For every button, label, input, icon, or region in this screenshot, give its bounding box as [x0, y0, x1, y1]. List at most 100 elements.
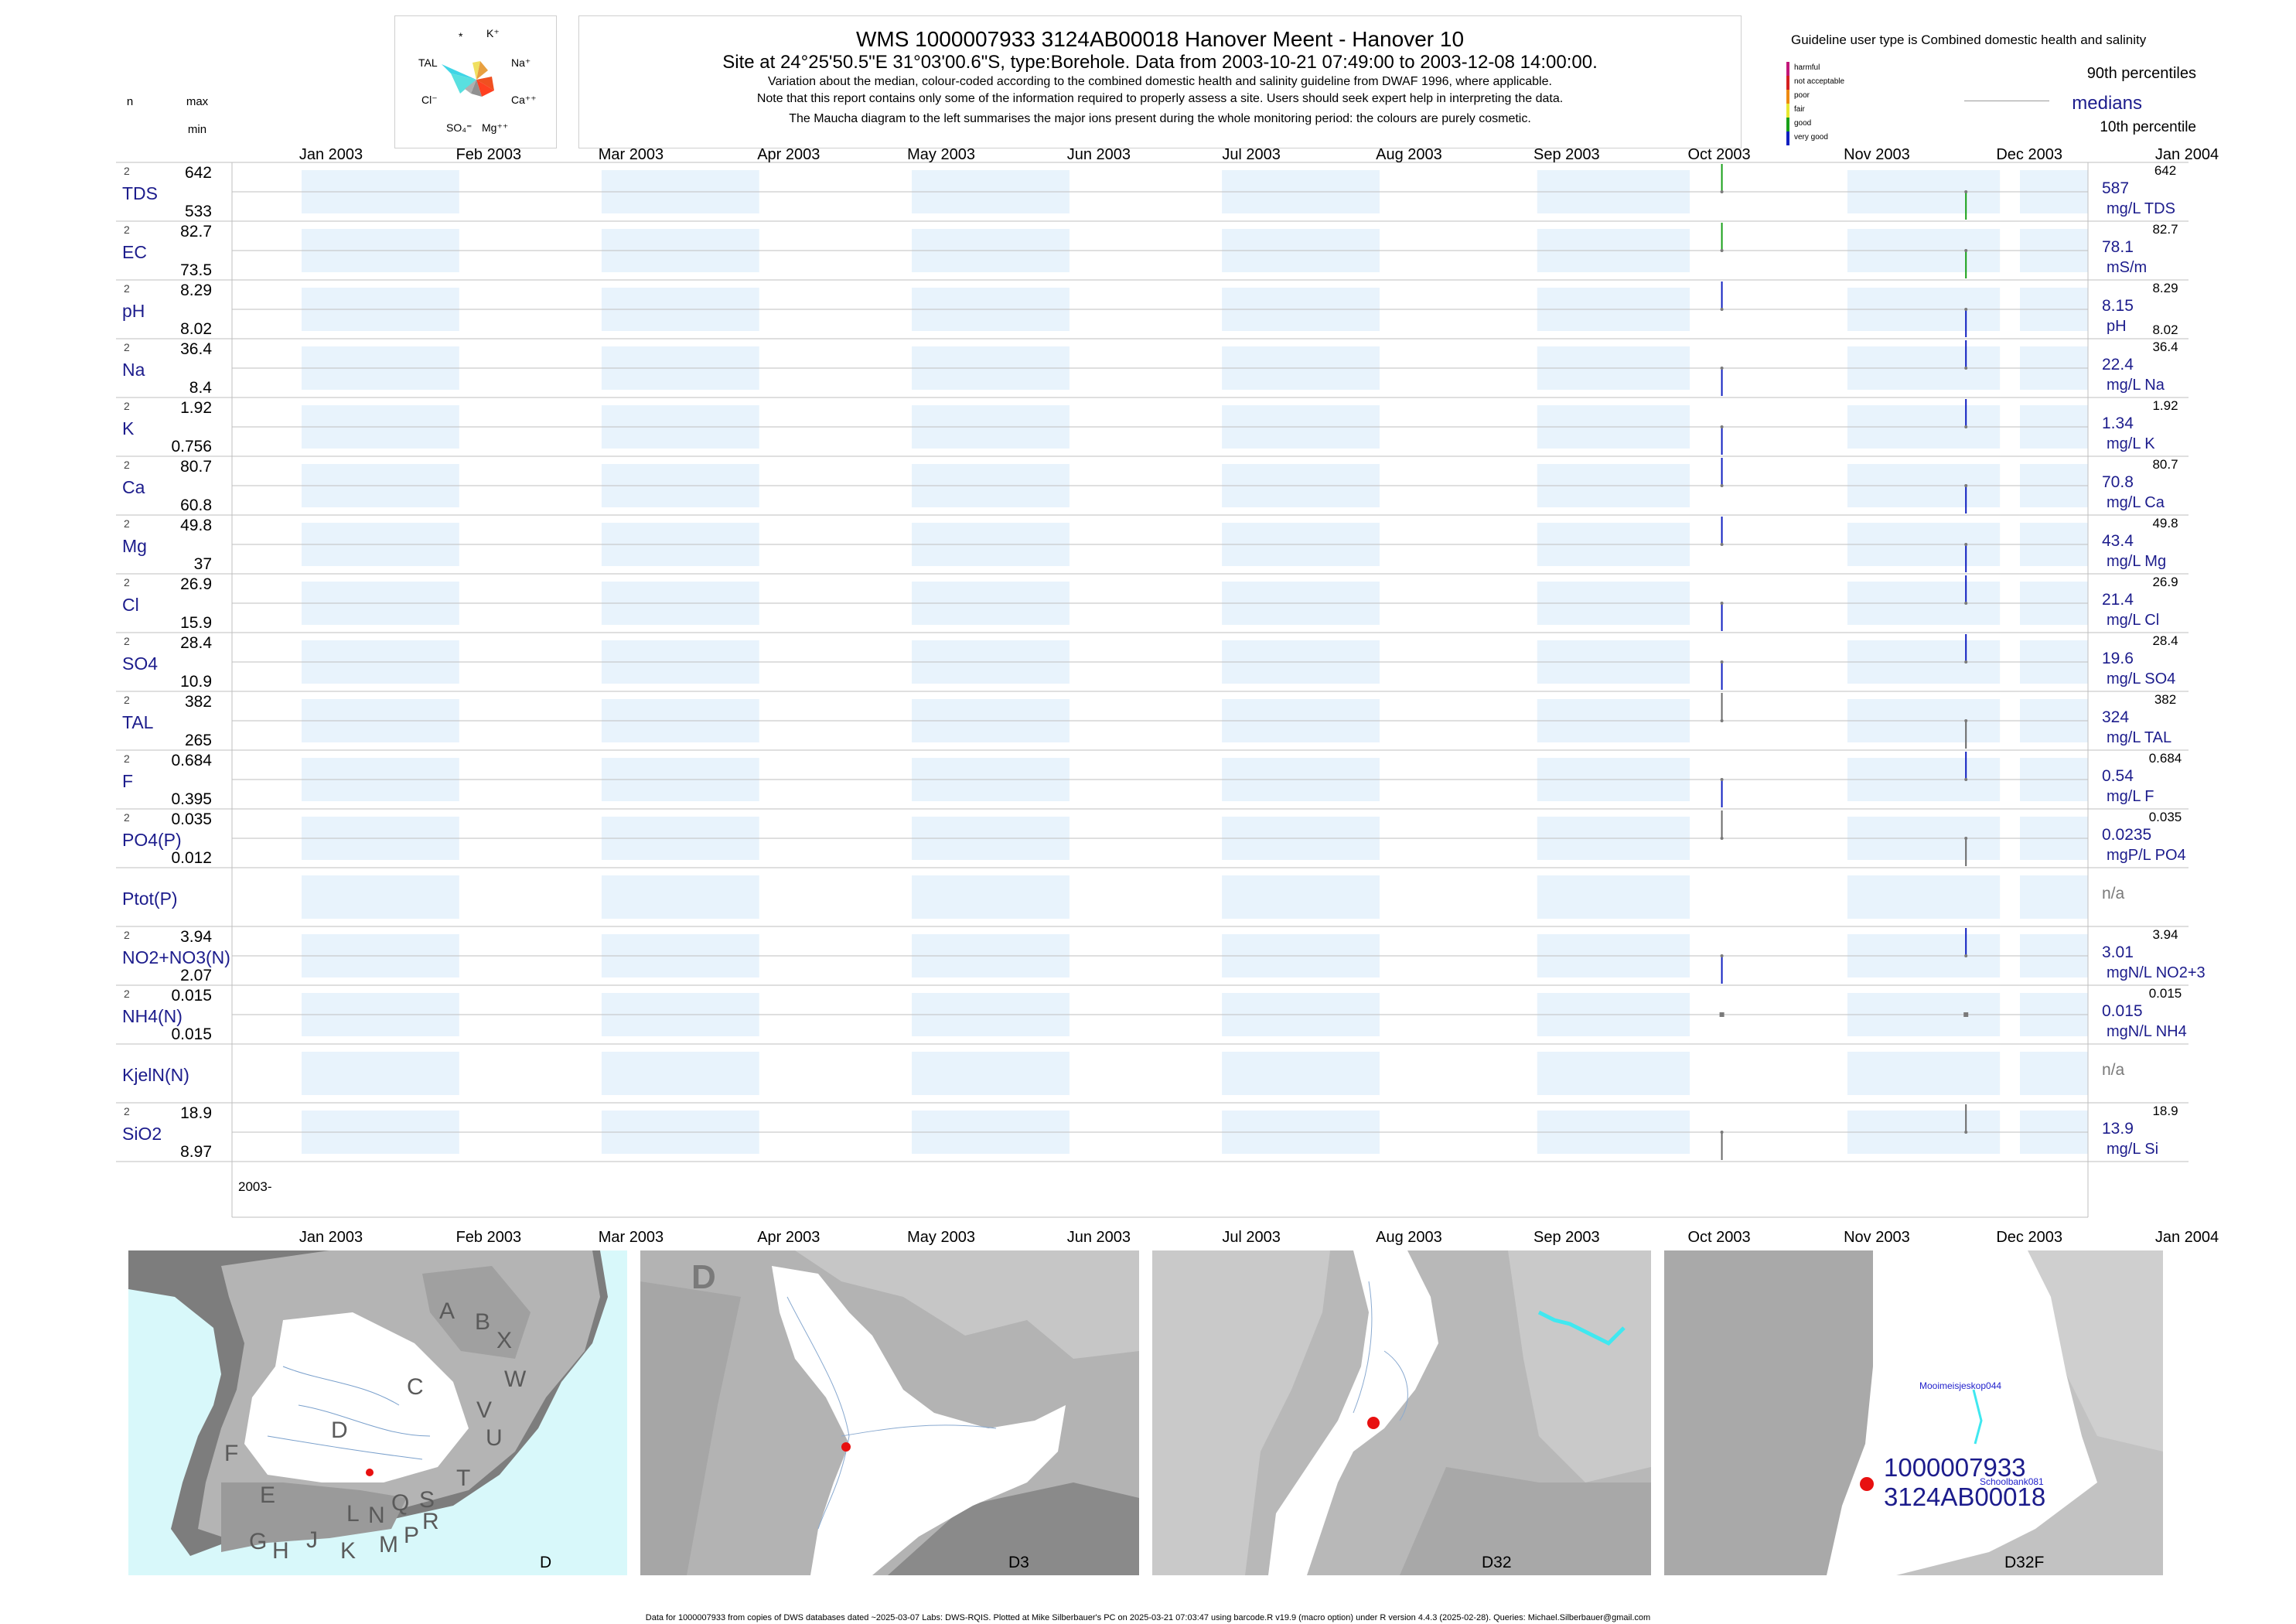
row-n: 2 — [124, 517, 130, 530]
row-parameter-label: KjelN(N) — [122, 1065, 189, 1085]
row-median-value: 19.6 — [2102, 650, 2134, 667]
row-n: 2 — [124, 694, 130, 706]
map-letter: H — [272, 1538, 289, 1564]
row-n: 2 — [124, 223, 130, 236]
data-point — [1720, 954, 1724, 957]
data-point — [1964, 837, 1968, 840]
row-min: 533 — [185, 203, 212, 220]
row-parameter-label: Ca — [122, 477, 145, 497]
row-parameter-label: NO2+NO3(N) — [122, 947, 230, 967]
row-min: 265 — [185, 732, 212, 749]
x-tick-label-bottom: Oct 2003 — [1687, 1229, 1750, 1246]
row-parameter-label: TDS — [122, 183, 158, 203]
data-point — [1964, 602, 1968, 605]
row-median-value: 8.15 — [2102, 297, 2134, 315]
row-n: 2 — [124, 282, 130, 295]
map-letter: A — [439, 1298, 455, 1324]
row-unit: mS/m — [2107, 259, 2147, 276]
map-letter: X — [496, 1328, 513, 1353]
row-max-right: 1.92 — [2152, 398, 2178, 413]
data-point — [1720, 837, 1724, 840]
map-d-label: D — [540, 1554, 552, 1571]
maucha-k-label: K⁺ — [486, 27, 500, 39]
data-point — [1720, 249, 1724, 252]
row-max-right: 8.29 — [2152, 281, 2178, 295]
x-tick-label-bottom: Feb 2003 — [456, 1229, 522, 1246]
data-point — [1720, 190, 1724, 193]
month-band — [601, 1052, 759, 1095]
row-max-right: 18.9 — [2152, 1104, 2178, 1118]
level-harmful: harmful — [1794, 63, 1820, 72]
row-median-value: 0.015 — [2102, 1002, 2143, 1020]
data-point — [1964, 954, 1968, 957]
row-parameter-label: pH — [122, 301, 145, 321]
month-band — [302, 1052, 459, 1095]
map-d3: D D3 — [640, 1250, 1139, 1575]
row-parameter-label: PO4(P) — [122, 830, 182, 850]
row-max: 28.4 — [180, 634, 212, 652]
row-max: 3.94 — [180, 928, 212, 946]
row-n: 2 — [124, 459, 130, 471]
row-unit: pH — [2107, 318, 2127, 335]
row-max: 0.035 — [171, 810, 212, 828]
row-parameter-label: EC — [122, 242, 147, 262]
month-band — [912, 1052, 1070, 1095]
data-point — [1720, 1131, 1724, 1134]
data-point — [1964, 778, 1968, 781]
row-median-value: 324 — [2102, 708, 2129, 726]
guideline-legend: Guideline user type is Combined domestic… — [1779, 23, 2212, 155]
level-very-good: very good — [1794, 133, 1828, 142]
data-point — [1964, 543, 1968, 546]
map-letter: M — [379, 1532, 398, 1557]
map-letter: L — [346, 1501, 360, 1527]
row-max-right: 26.9 — [2152, 575, 2178, 589]
row-min: 15.9 — [180, 614, 212, 632]
row-parameter-label: TAL — [122, 712, 154, 732]
row-parameter-label: K — [122, 418, 135, 438]
maucha-diagram: * K⁺ TAL Na⁺ Cl⁻ Ca⁺⁺ SO₄⁼ Mg⁺⁺ — [394, 15, 557, 148]
data-point — [1964, 249, 1968, 252]
map-d32f: Mooimeisjeskop044 Schoolbank081 10000079… — [1664, 1250, 2163, 1575]
row-max: 18.9 — [180, 1104, 212, 1122]
row-max: 36.4 — [180, 340, 212, 358]
row-n: 2 — [124, 988, 130, 1000]
maucha-na-label: Na⁺ — [511, 56, 531, 69]
row-min-right: 8.02 — [2152, 322, 2178, 337]
row-max: 0.015 — [171, 987, 212, 1005]
row-parameter-label: NH4(N) — [122, 1006, 183, 1026]
month-band — [1537, 875, 1690, 919]
month-band — [302, 875, 459, 919]
row-n: 2 — [124, 811, 130, 824]
row-median-value: n/a — [2102, 885, 2125, 902]
map-letter: V — [476, 1397, 493, 1423]
maucha-glyph — [442, 61, 494, 97]
x-tick-label-top: Sep 2003 — [1534, 146, 1600, 163]
row-min: 8.02 — [180, 320, 212, 338]
month-band — [1222, 875, 1380, 919]
x-tick-label-top: Jan 2004 — [2155, 146, 2219, 163]
data-point — [1720, 602, 1724, 605]
x-tick-label-top: May 2003 — [907, 146, 975, 163]
row-max: 642 — [185, 164, 212, 182]
data-point — [1964, 425, 1968, 428]
row-unit: mg/L F — [2107, 788, 2154, 805]
column-min-heading: min — [188, 123, 206, 136]
x-tick-label-top: Nov 2003 — [1844, 146, 1910, 163]
town-label: Mooimeisjeskop044 — [1919, 1380, 2002, 1391]
row-max-right: 0.015 — [2149, 986, 2182, 1001]
map-letter: R — [422, 1509, 439, 1534]
row-max: 26.9 — [180, 575, 212, 593]
row-min: 8.4 — [189, 379, 213, 397]
row-unit: mgN/L NH4 — [2107, 1023, 2187, 1040]
map-letter: U — [486, 1425, 503, 1451]
row-median-value: 587 — [2102, 179, 2129, 197]
map-letter: S — [419, 1487, 435, 1513]
data-point — [1964, 660, 1968, 664]
row-max-right: 28.4 — [2152, 633, 2178, 648]
row-unit: mg/L K — [2107, 435, 2155, 452]
legend-90th-percentile: 90th percentiles — [2086, 65, 2196, 82]
row-max: 0.684 — [171, 752, 212, 769]
map-letter: E — [260, 1482, 276, 1508]
row-unit: mg/L TDS — [2107, 200, 2175, 217]
row-unit: mg/L Cl — [2107, 612, 2159, 629]
